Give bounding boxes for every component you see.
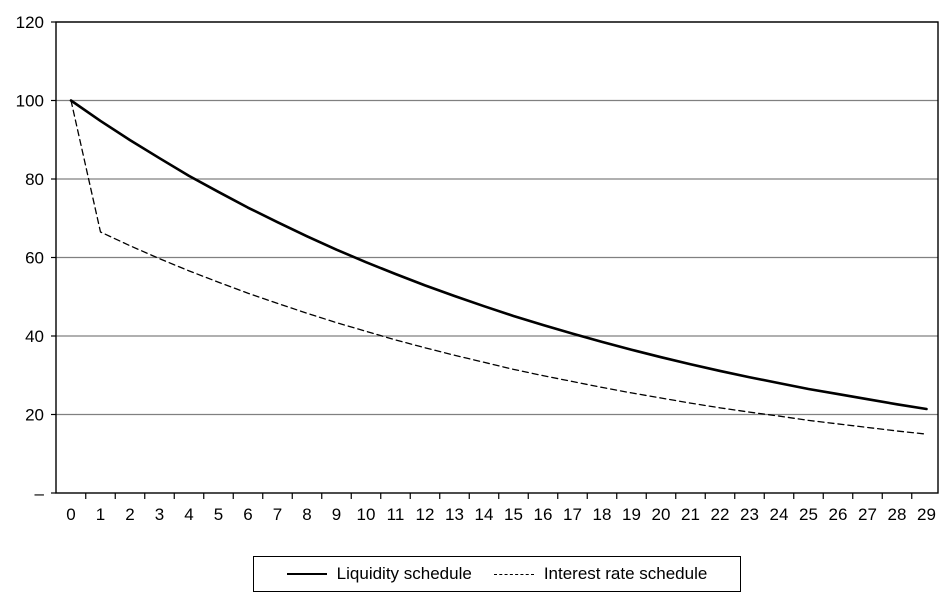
axes [51,21,939,499]
x-tick-label: 23 [740,505,759,524]
y-tick-label: – [35,484,45,503]
x-tick-label: 8 [302,505,311,524]
gridlines [56,21,938,416]
x-tick-label: 6 [243,505,252,524]
x-tick-label: 1 [96,505,105,524]
x-tick-label: 17 [563,505,582,524]
x-tick-label: 5 [214,505,223,524]
x-tick-label: 21 [681,505,700,524]
legend-label-liquidity: Liquidity schedule [336,564,472,583]
y-tick-label: 100 [16,92,44,111]
x-tick-label: 26 [829,505,848,524]
y-tick-label: 120 [16,13,44,32]
y-tick-label: 80 [25,170,44,189]
legend-item-liquidity: Liquidity schedule [286,564,472,584]
x-tick-label: 11 [387,505,405,524]
series-line-interest-rate-schedule [70,99,928,435]
y-tick-label: 40 [25,327,44,346]
x-tick-label: 14 [475,505,494,524]
x-tick-label: 29 [917,505,936,524]
x-tick-label: 3 [155,505,164,524]
legend: Liquidity schedule Interest rate schedul… [253,556,741,592]
x-tick-label: 9 [332,505,341,524]
x-tick-label: 12 [416,505,435,524]
x-tick-label: 18 [593,505,612,524]
y-tick-label: 60 [25,249,44,268]
x-tick-label: 25 [799,505,818,524]
x-tick-label: 28 [888,505,907,524]
x-tick-label: 2 [125,505,134,524]
legend-dashed-line-swatch [493,573,534,575]
x-tick-label: 10 [357,505,376,524]
legend-solid-line-swatch [286,573,327,575]
x-tick-label: 20 [652,505,671,524]
x-tick-labels: 0 1 2 3 4 5 6 7 8 9 10 11 12 13 14 15 16 17 18 19 20 21 22 23 24… [66,505,936,524]
series-lines [69,99,928,435]
x-tick-label: 0 [66,505,75,524]
y-tick-labels: – 20 40 60 80 100 120 [16,13,45,503]
y-tick-label: 20 [25,406,44,425]
x-tick-label: 4 [184,505,193,524]
x-tick-label: 16 [534,505,553,524]
x-tick-label: 13 [445,505,464,524]
x-tick-label: 24 [770,505,789,524]
x-tick-label: 22 [711,505,730,524]
x-tick-label: 15 [504,505,523,524]
x-tick-label: 7 [273,505,282,524]
x-tick-label: 19 [622,505,641,524]
legend-label-interest-rate: Interest rate schedule [543,564,708,583]
legend-item-interest-rate: Interest rate schedule [493,564,708,584]
x-tick-label: 27 [858,505,877,524]
series-line-liquidity-schedule [69,99,928,411]
